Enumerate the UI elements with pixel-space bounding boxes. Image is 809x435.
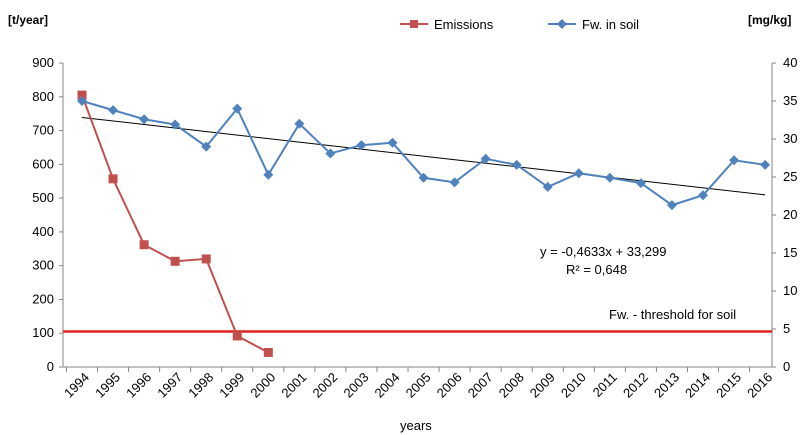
point-soil xyxy=(604,172,615,183)
y-right-tick-label: 20 xyxy=(783,207,797,222)
x-tick-label: 2002 xyxy=(309,370,340,401)
x-tick-label: 2004 xyxy=(372,370,403,401)
y-right-tick-label: 40 xyxy=(783,55,797,70)
trendline-equation: y = -0,4633x + 33,299 xyxy=(540,244,666,259)
point-soil xyxy=(480,153,491,164)
y-left-ticks: 0 100 200 300 400 500 600 700 800 900 xyxy=(32,55,63,374)
point-soil xyxy=(263,169,274,180)
trendline-r2: R² = 0,648 xyxy=(566,262,627,277)
point-soil xyxy=(729,155,740,166)
x-tick-label: 1999 xyxy=(216,370,247,401)
x-tick-label: 1998 xyxy=(185,370,216,401)
x-tick-label: 2013 xyxy=(651,370,682,401)
y-right-tick-label: 25 xyxy=(783,169,797,184)
point-soil xyxy=(449,177,460,188)
x-tick-label: 2005 xyxy=(403,370,434,401)
x-tick-label: 2014 xyxy=(682,370,713,401)
point-emissions xyxy=(232,331,242,341)
point-soil xyxy=(511,159,522,170)
legend: Emissions Fw. in soil xyxy=(400,17,639,32)
point-soil xyxy=(170,119,181,130)
x-tick-label: 2008 xyxy=(496,370,527,401)
point-soil xyxy=(232,103,243,114)
legend-soil-label: Fw. in soil xyxy=(582,17,639,32)
y-right-tick-label: 30 xyxy=(783,131,797,146)
y-left-tick-label: 500 xyxy=(32,190,54,205)
point-soil xyxy=(108,105,119,116)
y-right-tick-label: 0 xyxy=(783,359,790,374)
point-soil xyxy=(635,178,646,189)
x-tick-label: 2009 xyxy=(527,370,558,401)
series-layer xyxy=(77,90,771,357)
y-right-ticks: 0 5 10 15 20 25 30 35 40 xyxy=(772,55,797,374)
y-left-unit: [t/year] xyxy=(8,13,48,27)
point-emissions xyxy=(263,347,273,357)
x-tick-label: 1994 xyxy=(61,370,92,401)
point-soil xyxy=(698,190,708,201)
x-tick-label: 2003 xyxy=(341,370,372,401)
y-left-tick-label: 400 xyxy=(32,224,54,239)
x-tick-label: 2007 xyxy=(465,370,496,401)
y-left-tick-label: 700 xyxy=(32,123,54,138)
x-tick-label: 2011 xyxy=(590,370,620,400)
x-tick-label: 1995 xyxy=(92,370,123,401)
x-tick-label: 2012 xyxy=(620,370,651,401)
point-soil xyxy=(418,172,429,183)
point-emissions xyxy=(201,254,211,264)
x-tick-label: 2001 xyxy=(278,370,309,401)
point-soil xyxy=(760,159,771,170)
legend-soil-marker xyxy=(557,19,567,29)
x-tick-label: 1996 xyxy=(123,370,154,401)
x-tick-label: 2010 xyxy=(558,370,589,401)
point-soil xyxy=(201,141,212,152)
y-right-tick-label: 5 xyxy=(783,321,790,336)
point-emissions xyxy=(139,240,149,250)
x-tick-label: 2015 xyxy=(713,370,744,401)
point-soil xyxy=(573,168,584,179)
legend-emissions-marker xyxy=(410,20,418,28)
point-emissions xyxy=(77,90,87,100)
y-left-tick-label: 900 xyxy=(32,55,54,70)
point-soil xyxy=(666,200,677,211)
y-left-tick-label: 200 xyxy=(32,291,54,306)
y-left-tick-label: 300 xyxy=(32,258,54,273)
x-tick-label: 2006 xyxy=(434,370,465,401)
series-line-emissions xyxy=(81,94,269,354)
y-left-tick-label: 800 xyxy=(32,89,54,104)
y-right-tick-label: 10 xyxy=(783,283,797,298)
point-soil xyxy=(139,114,150,125)
point-soil xyxy=(356,140,367,151)
y-left-tick-label: 0 xyxy=(47,359,54,374)
point-emissions xyxy=(108,174,118,184)
trendline xyxy=(81,116,766,196)
point-soil xyxy=(294,118,305,129)
point-soil xyxy=(387,137,398,148)
threshold-label: Fw. - threshold for soil xyxy=(609,307,736,322)
legend-emissions-label: Emissions xyxy=(434,17,494,32)
point-soil xyxy=(77,96,87,106)
x-tick-label: 2000 xyxy=(247,370,278,401)
y-left-tick-label: 600 xyxy=(32,156,54,171)
x-axis-title: years xyxy=(400,418,432,433)
point-soil xyxy=(325,148,336,159)
x-ticks: 1994 1995 1996 1997 1998 1999 2000 2001 2002 2003… xyxy=(61,367,775,401)
y-right-tick-label: 35 xyxy=(783,93,797,108)
x-tick-label: 1997 xyxy=(154,370,185,401)
x-tick-label: 2016 xyxy=(744,370,775,401)
y-right-unit: [mg/kg] xyxy=(748,13,791,27)
point-emissions xyxy=(170,256,180,266)
point-soil xyxy=(542,181,553,192)
series-line-soil xyxy=(81,100,766,207)
y-left-tick-label: 100 xyxy=(32,325,54,340)
y-right-tick-label: 15 xyxy=(783,245,797,260)
